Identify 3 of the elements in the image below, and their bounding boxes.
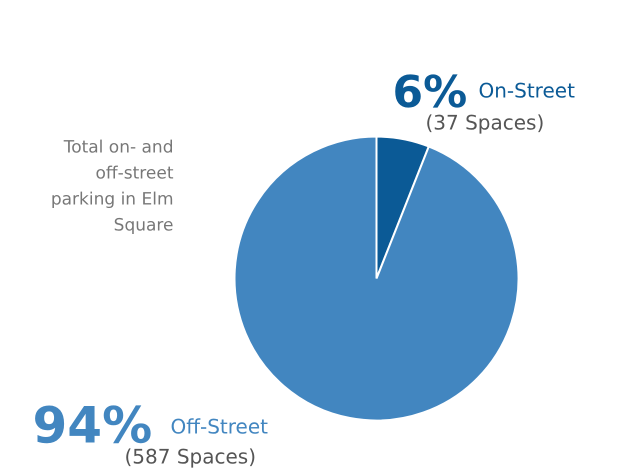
text: Total on- and off-street parking in Elm Square	[50, 138, 174, 236]
slice-label: Off-Street	[170, 414, 268, 438]
slice-label: On-Street	[478, 78, 576, 102]
